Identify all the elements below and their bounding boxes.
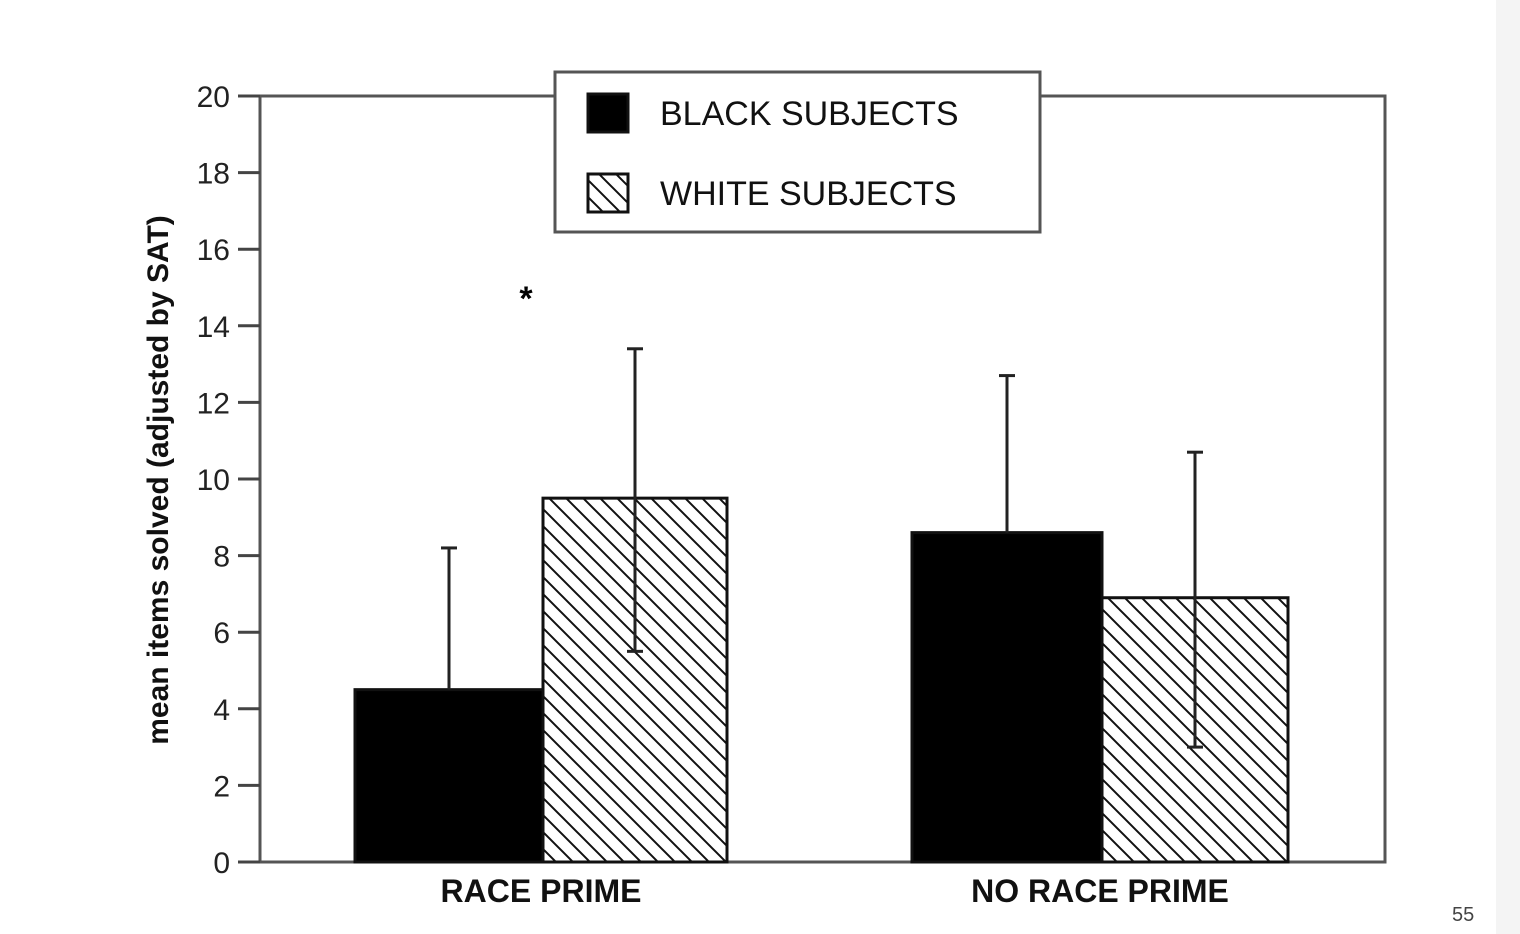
y-tick-label: 0 (213, 847, 230, 880)
y-tick-label: 4 (213, 694, 230, 727)
y-tick-label: 8 (213, 541, 230, 574)
y-tick-label: 2 (213, 770, 230, 803)
y-tick-label: 10 (197, 464, 230, 497)
legend-label: BLACK SUBJECTS (660, 95, 959, 133)
legend-label: WHITE SUBJECTS (660, 175, 957, 213)
legend-swatch (586, 172, 630, 214)
significance-asterisk: * (519, 280, 533, 318)
bar-black-race-prime (353, 688, 545, 864)
slide-number: 55 (1452, 904, 1475, 926)
y-tick-label: 14 (197, 311, 230, 344)
slide-edge-strip (1496, 0, 1520, 934)
bar-black-no-race-prime (910, 531, 1104, 864)
y-axis-title: mean items solved (adjusted by SAT) (142, 215, 175, 745)
y-tick-label: 20 (197, 81, 230, 114)
y-tick-label: 16 (197, 234, 230, 267)
category-label: NO RACE PRIME (971, 873, 1229, 909)
category-label: RACE PRIME (441, 873, 642, 909)
legend-box (553, 70, 1042, 234)
y-tick-label: 18 (197, 158, 230, 191)
y-tick-label: 12 (197, 387, 230, 420)
legend-swatch (586, 92, 630, 134)
y-tick-label: 6 (213, 617, 230, 650)
